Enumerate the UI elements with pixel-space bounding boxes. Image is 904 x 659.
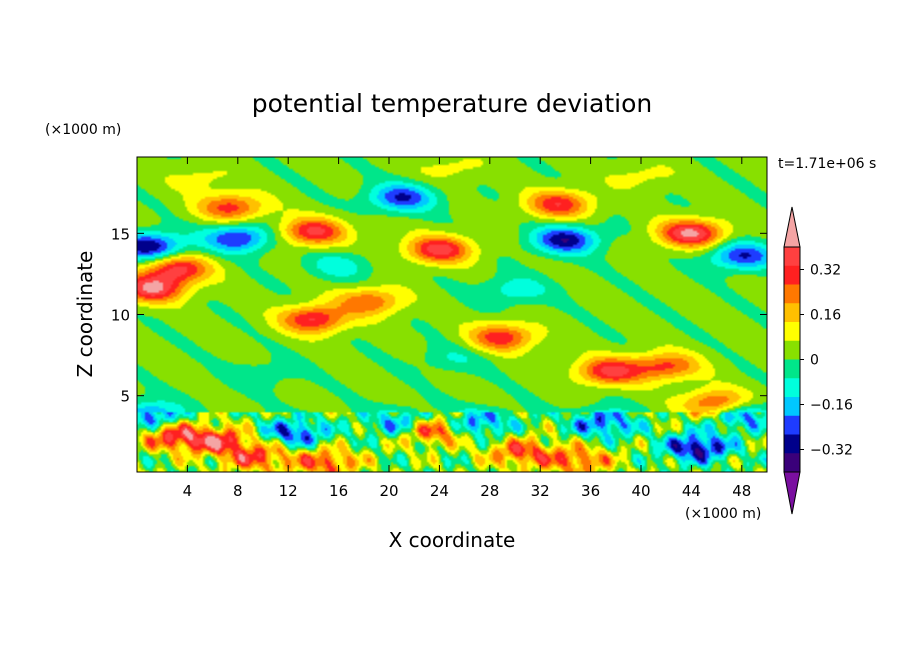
x-tick-label: 12 [279,482,298,500]
x-tick-label: 36 [581,482,600,500]
x-tick-label: 28 [480,482,499,500]
colorbar-band [784,265,800,285]
time-label: t=1.71e+06 s [778,156,876,172]
colorbar-top-arrow [783,206,801,248]
colorbar-tick-label: 0.16 [810,308,841,324]
colorbar-band [784,415,800,435]
colorbar: 0.32 0.16 0 −0.16 −0.32 [783,206,853,515]
colorbar-tick-label: 0 [810,353,819,369]
y-axis-title: Z coordinate [73,251,97,378]
x-tick-label: 24 [430,482,449,500]
colorbar-band [784,397,800,417]
y-tick-label: 15 [111,225,130,243]
x-axis-unit: (×1000 m) [685,506,761,522]
colorbar-tick-label: 0.32 [810,263,841,279]
colorbar-band [784,247,800,267]
x-tick-label: 8 [233,482,243,500]
colorbar-bottom-arrow [783,471,801,515]
x-axis: 4 8 12 16 20 24 28 32 36 40 44 48 [183,157,751,500]
colorbar-tick-label: −0.16 [810,398,853,414]
colorbar-band [784,340,800,360]
chart-title: potential temperature deviation [252,89,652,118]
x-axis-title: X coordinate [389,528,516,552]
colorbar-tick-label: −0.32 [810,443,853,459]
y-axis: 5 10 15 [111,225,767,406]
colorbar-band [784,359,800,379]
colorbar-band [784,453,800,473]
y-tick-label: 5 [120,388,130,406]
x-tick-label: 40 [631,482,650,500]
x-tick-label: 16 [329,482,348,500]
x-tick-label: 44 [682,482,701,500]
y-tick-label: 10 [111,307,130,325]
colorbar-band [784,322,800,342]
colorbar-band [784,378,800,398]
x-tick-label: 48 [732,482,751,500]
colorbar-band [784,284,800,304]
x-tick-label: 32 [531,482,550,500]
heatmap-field [137,157,767,472]
colorbar-band [784,303,800,323]
x-tick-label: 4 [183,482,193,500]
heatmap-image [137,157,767,472]
colorbar-band [784,434,800,454]
y-axis-unit: (×1000 m) [45,122,121,138]
x-tick-label: 20 [379,482,398,500]
